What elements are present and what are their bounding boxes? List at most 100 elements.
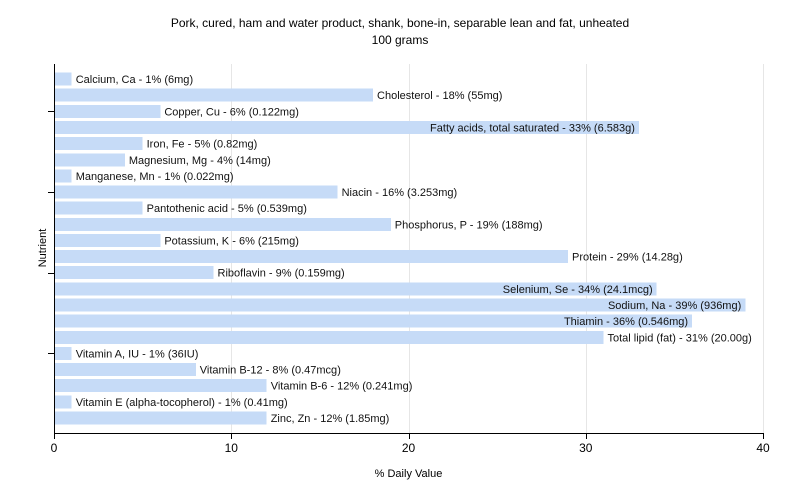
data-label-magnesium-mg: Magnesium, Mg - 4% (14mg) [129, 155, 271, 167]
y-axis-label: Nutrient [37, 229, 49, 268]
data-label-amount: 0.539mg [260, 203, 303, 215]
data-label-copper-cu: Copper, Cu - 6% (0.122mg) [164, 106, 299, 118]
data-label-amount: 0.41mg [247, 397, 284, 409]
bar-sodium-na [54, 298, 746, 312]
chart-title: Pork, cured, ham and water product, shan… [171, 16, 629, 30]
data-label-amount: 0.159mg [298, 268, 341, 280]
data-label-total-lipid-fat: Total lipid (fat) - 31% (20.00g) [607, 332, 751, 344]
data-label-percent: 12 [320, 413, 332, 425]
x-tick-label-30: 30 [579, 441, 593, 455]
data-label-nutrient: Calcium, Ca [76, 74, 137, 86]
data-label-percent: 12 [337, 381, 349, 393]
gridlines [231, 64, 764, 433]
data-label-nutrient: Iron, Fe [147, 139, 185, 151]
data-label-percent: 1 [145, 74, 151, 86]
data-label-amount: 20.00g [714, 332, 748, 344]
data-label-vitamin-b-6: Vitamin B-6 - 12% (0.241mg) [271, 381, 413, 393]
data-label-nutrient: Magnesium, Mg [129, 155, 207, 167]
data-label-percent: 16 [382, 187, 394, 199]
bar-magnesium-mg [54, 153, 125, 167]
bar-fatty-acids-total-saturated [54, 120, 639, 134]
data-label-sodium-na: Sodium, Na - 39% (936mg) [608, 300, 741, 312]
data-label-percent: 36 [613, 316, 625, 328]
x-tick-label-20: 20 [402, 441, 416, 455]
data-label-amount: 936mg [704, 300, 738, 312]
bar-niacin [54, 185, 338, 199]
data-label-amount: 3.253mg [411, 187, 454, 199]
data-label-amount: 36IU [172, 348, 195, 360]
data-label-calcium-ca: Calcium, Ca - 1% (6mg) [76, 74, 193, 86]
data-label-potassium-k: Potassium, K - 6% (215mg) [164, 235, 299, 247]
x-tick-label-10: 10 [225, 441, 239, 455]
data-label-thiamin: Thiamin - 36% (0.546mg) [564, 316, 688, 328]
data-label-amount: 0.546mg [642, 316, 685, 328]
data-label-percent: 29 [617, 252, 629, 264]
data-label-amount: 6mg [168, 74, 189, 86]
data-label-nutrient: Selenium, Se [503, 284, 568, 296]
data-label-percent: 5 [238, 203, 244, 215]
axis-ticks: 0 10 20 30 40 [48, 111, 770, 455]
data-label-amount: 0.122mg [252, 106, 295, 118]
data-label-amount: 0.241mg [366, 381, 409, 393]
bar-calcium-ca [54, 72, 72, 86]
data-label-nutrient: Phosphorus, P [395, 219, 467, 231]
data-label-riboflavin: Riboflavin - 9% (0.159mg) [218, 268, 345, 280]
data-label-manganese-mn: Manganese, Mn - 1% (0.022mg) [76, 171, 234, 183]
data-label-amount: 24.1mcg [607, 284, 649, 296]
data-label-protein: Protein - 29% (14.28g) [572, 252, 683, 264]
x-tick-label-40: 40 [756, 441, 770, 455]
data-label-selenium-se: Selenium, Se - 34% (24.1mcg) [503, 284, 653, 296]
data-label-percent: 1 [149, 348, 155, 360]
data-label-amount: 6.583g [598, 122, 632, 134]
bar-pantothenic-acid [54, 201, 143, 215]
bar-thiamin [54, 314, 693, 328]
bar-zinc-zn [54, 411, 267, 425]
chart-subtitle: 100 grams [372, 33, 429, 47]
bar-protein [54, 250, 569, 264]
bar-vitamin-b-12 [54, 363, 196, 377]
data-label-amount: 0.47mcg [295, 365, 337, 377]
data-label-nutrient: Potassium, K [164, 235, 229, 247]
data-label-nutrient: Thiamin [564, 316, 603, 328]
data-label-percent: 19 [477, 219, 489, 231]
data-label-amount: 0.82mg [217, 139, 254, 151]
bar-total-lipid-fat [54, 330, 604, 344]
data-label-vitamin-b-12: Vitamin B-12 - 8% (0.47mcg) [200, 365, 341, 377]
data-label-nutrient: Vitamin B-6 [271, 381, 328, 393]
bar-vitamin-b-6 [54, 379, 267, 393]
data-label-amount: 0.022mg [187, 171, 230, 183]
data-label-nutrient: Vitamin B-12 [200, 365, 263, 377]
data-label-amount: 55mg [471, 90, 499, 102]
data-label-nutrient: Copper, Cu [164, 106, 220, 118]
data-label-vitamin-a-iu: Vitamin A, IU - 1% (36IU) [76, 348, 199, 360]
data-label-nutrient: Sodium, Na [608, 300, 666, 312]
data-label-nutrient: Cholesterol [377, 90, 433, 102]
data-label-percent: 9 [276, 268, 282, 280]
data-label-nutrient: Total lipid (fat) [607, 332, 675, 344]
bar-riboflavin [54, 266, 214, 280]
bar-iron-fe [54, 137, 143, 151]
bar-selenium-se [54, 282, 657, 296]
data-label-percent: 1 [164, 171, 170, 183]
data-label-percent: 33 [569, 122, 581, 134]
bar-phosphorus-p [54, 217, 391, 231]
bar-vitamin-e-alpha-tocopherol [54, 395, 72, 409]
bar-vitamin-a-iu [54, 346, 72, 360]
bar-potassium-k [54, 233, 161, 247]
data-label-amount: 188mg [505, 219, 539, 231]
data-label-niacin: Niacin - 16% (3.253mg) [342, 187, 458, 199]
data-label-vitamin-e-alpha-tocopherol: Vitamin E (alpha-tocopherol) - 1% (0.41m… [76, 397, 288, 409]
data-label-nutrient: Vitamin E (alpha-tocopherol) [76, 397, 215, 409]
data-label-iron-fe: Iron, Fe - 5% (0.82mg) [147, 139, 258, 151]
data-label-nutrient: Manganese, Mn [76, 171, 155, 183]
data-label-percent: 18 [442, 90, 454, 102]
data-label-percent: 31 [686, 332, 698, 344]
bar-copper-cu [54, 104, 161, 118]
data-label-pantothenic-acid: Pantothenic acid - 5% (0.539mg) [147, 203, 307, 215]
data-label-amount: 215mg [262, 235, 296, 247]
data-label-nutrient: Fatty acids, total saturated [430, 122, 559, 134]
data-label-percent: 39 [675, 300, 687, 312]
data-label-percent: 1 [225, 397, 231, 409]
data-label-nutrient: Vitamin A, IU [76, 348, 139, 360]
